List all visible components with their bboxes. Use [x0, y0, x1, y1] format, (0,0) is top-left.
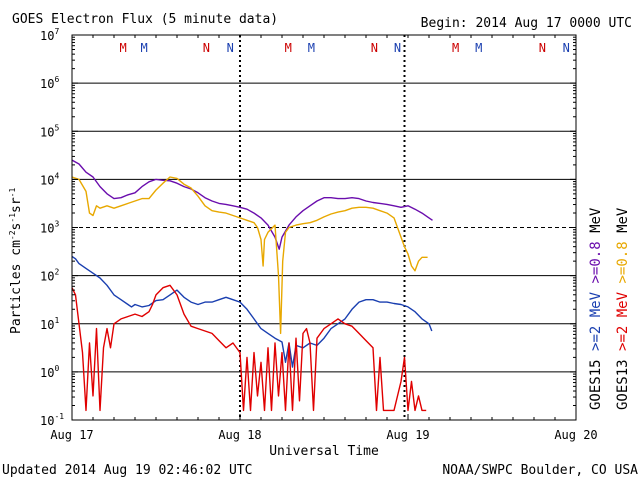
noon-marker-7: N	[371, 41, 378, 55]
legend-energy-08mev: >=0.8	[588, 241, 604, 283]
y-tick-label-1e5: 105	[40, 123, 59, 139]
noon-marker-4: N	[227, 41, 234, 55]
legend-goes15: GOES15 >=2 MeV >=0.8 MeV	[588, 207, 604, 410]
y-tick-exponent: 7	[54, 27, 59, 36]
x-tick-label: Aug 18	[218, 428, 261, 442]
noon-marker-10: M	[475, 41, 482, 55]
y-tick-label-1e6: 106	[40, 75, 59, 91]
y-tick-label-1e1: 101	[40, 316, 59, 332]
begin-label: Begin: 2014 Aug 17 0000 UTC	[421, 16, 632, 31]
legend-goes13: GOES13 >=2 MeV >=0.8 MeV	[615, 207, 631, 410]
y-label-mid-1: s	[9, 223, 24, 231]
y-label-sup-2: -1	[8, 213, 17, 223]
y-tick-label-1e7: 107	[40, 27, 59, 43]
y-tick-base: 10	[40, 270, 54, 284]
noon-marker-9: M	[452, 41, 459, 55]
y-tick-base: 10	[40, 173, 54, 187]
x-axis-label: Universal Time	[269, 444, 379, 459]
y-tick-exponent: 5	[54, 123, 59, 132]
y-label-sup-1: -2	[8, 230, 17, 240]
series-line-1	[71, 159, 433, 250]
legend-gap	[588, 317, 604, 325]
legend-energy-2mev: >=2	[615, 326, 631, 351]
noon-marker-3: N	[203, 41, 210, 55]
legend-gap	[588, 351, 604, 359]
y-tick-label-1e-1: 10-1	[40, 412, 64, 428]
y-tick-base: 10	[40, 222, 54, 236]
y-label-main: Particles cm	[9, 240, 24, 334]
updated-timestamp: Updated 2014 Aug 19 02:46:02 UTC	[2, 463, 252, 478]
legend-gap	[588, 284, 604, 292]
legend-gap	[615, 351, 631, 359]
y-tick-label-1e2: 102	[40, 268, 59, 284]
y-tick-label-1e4: 104	[40, 171, 59, 187]
y-tick-exponent: 6	[54, 75, 59, 84]
legend-unit-2mev: MeV	[615, 291, 631, 317]
legend-sat: GOES13	[615, 359, 631, 410]
legend-gap	[615, 284, 631, 292]
chart-title: GOES Electron Flux (5 minute data)	[12, 12, 278, 27]
legend-unit: MeV	[615, 207, 631, 233]
y-label-sup-3: -1	[8, 187, 17, 197]
series-line-2	[71, 176, 428, 335]
series-line-3	[71, 255, 433, 368]
x-tick-label: Aug 19	[386, 428, 429, 442]
y-label-mid-2: sr	[9, 197, 24, 213]
legend-gap	[615, 317, 631, 325]
x-tick-label: Aug 20	[554, 428, 597, 442]
y-tick-base: 10	[40, 366, 54, 380]
y-tick-label-1e0: 100	[40, 364, 59, 380]
y-tick-base: 10	[40, 414, 54, 428]
noon-marker-1: M	[119, 41, 126, 55]
noon-marker-11: N	[539, 41, 546, 55]
legend-sat: GOES15	[588, 359, 604, 410]
y-tick-exponent: 3	[54, 220, 59, 229]
x-tick-label: Aug 17	[50, 428, 93, 442]
legend-unit-2mev: MeV	[588, 291, 604, 317]
y-tick-exponent: -1	[54, 412, 64, 421]
noon-marker-2: M	[140, 41, 147, 55]
legend-gap	[588, 233, 604, 241]
credit-label: NOAA/SWPC Boulder, CO USA	[442, 463, 638, 478]
y-tick-exponent: 4	[54, 171, 59, 180]
y-axis-label: Particles cm-2s-1sr-1	[8, 187, 24, 334]
legend-gap	[615, 233, 631, 241]
y-tick-label-1e3: 103	[40, 220, 59, 236]
grid-layer	[72, 35, 576, 420]
legend-energy-2mev: >=2	[588, 326, 604, 351]
x-tick-labels: Aug 17 Aug 18 Aug 19 Aug 20	[50, 35, 598, 442]
y-tick-base: 10	[40, 125, 54, 139]
y-tick-exponent: 1	[54, 316, 59, 325]
series-layer	[71, 159, 433, 412]
y-tick-base: 10	[40, 77, 54, 91]
noon-marker-5: M	[285, 41, 292, 55]
y-tick-exponent: 2	[54, 268, 59, 277]
series-line-4	[71, 284, 427, 412]
legend-energy-08mev: >=0.8	[615, 241, 631, 283]
noon-marker-12: N	[563, 41, 570, 55]
y-tick-exponent: 0	[54, 364, 59, 373]
y-tick-base: 10	[40, 29, 54, 43]
noon-marker-8: N	[394, 41, 401, 55]
noon-marker-6: M	[308, 41, 315, 55]
legend-unit: MeV	[588, 207, 604, 233]
y-tick-base: 10	[40, 318, 54, 332]
